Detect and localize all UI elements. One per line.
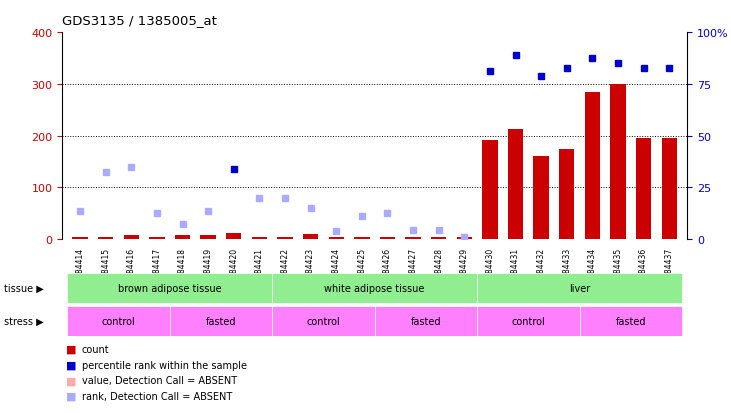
Text: brown adipose tissue: brown adipose tissue (118, 283, 221, 293)
Bar (72, 237, 88, 240)
Text: fasted: fasted (411, 316, 441, 326)
Bar (175, 235, 190, 240)
Bar (251, 237, 267, 240)
Text: value, Detection Call = ABSENT: value, Detection Call = ABSENT (82, 375, 237, 385)
Bar (328, 237, 344, 240)
Bar (662, 139, 677, 240)
Text: ■: ■ (66, 344, 76, 354)
Bar (67, 306, 170, 336)
Text: control: control (306, 316, 341, 326)
Bar (610, 85, 626, 240)
Text: ■: ■ (66, 360, 76, 370)
Text: stress ▶: stress ▶ (4, 316, 43, 326)
Text: fasted: fasted (205, 316, 236, 326)
Text: rank, Detection Call = ABSENT: rank, Detection Call = ABSENT (82, 391, 232, 401)
Bar (375, 306, 477, 336)
Text: ■: ■ (66, 391, 76, 401)
Bar (200, 236, 216, 240)
Bar (272, 306, 375, 336)
Bar (580, 306, 682, 336)
Bar (534, 157, 549, 240)
Bar (303, 235, 318, 240)
Text: GDS3135 / 1385005_at: GDS3135 / 1385005_at (62, 14, 217, 27)
Bar (477, 306, 580, 336)
Bar (406, 237, 421, 240)
Text: control: control (512, 316, 545, 326)
Bar (636, 139, 651, 240)
Bar (124, 235, 139, 240)
Text: percentile rank within the sample: percentile rank within the sample (82, 360, 247, 370)
Bar (277, 237, 292, 240)
Text: tissue ▶: tissue ▶ (4, 283, 43, 293)
Bar (149, 237, 164, 240)
Bar (477, 273, 682, 303)
Text: control: control (102, 316, 135, 326)
Bar (482, 140, 498, 240)
Bar (354, 237, 369, 240)
Text: ■: ■ (66, 375, 76, 385)
Text: liver: liver (569, 283, 590, 293)
Bar (67, 273, 272, 303)
Bar (585, 93, 600, 240)
Bar (380, 237, 395, 240)
Bar (226, 233, 241, 240)
Bar (559, 149, 575, 240)
Text: white adipose tissue: white adipose tissue (325, 283, 425, 293)
Text: count: count (82, 344, 110, 354)
Bar (431, 237, 447, 240)
Text: fasted: fasted (616, 316, 646, 326)
Bar (457, 237, 472, 240)
Bar (272, 273, 477, 303)
Bar (170, 306, 272, 336)
Bar (508, 130, 523, 240)
Bar (98, 237, 113, 240)
